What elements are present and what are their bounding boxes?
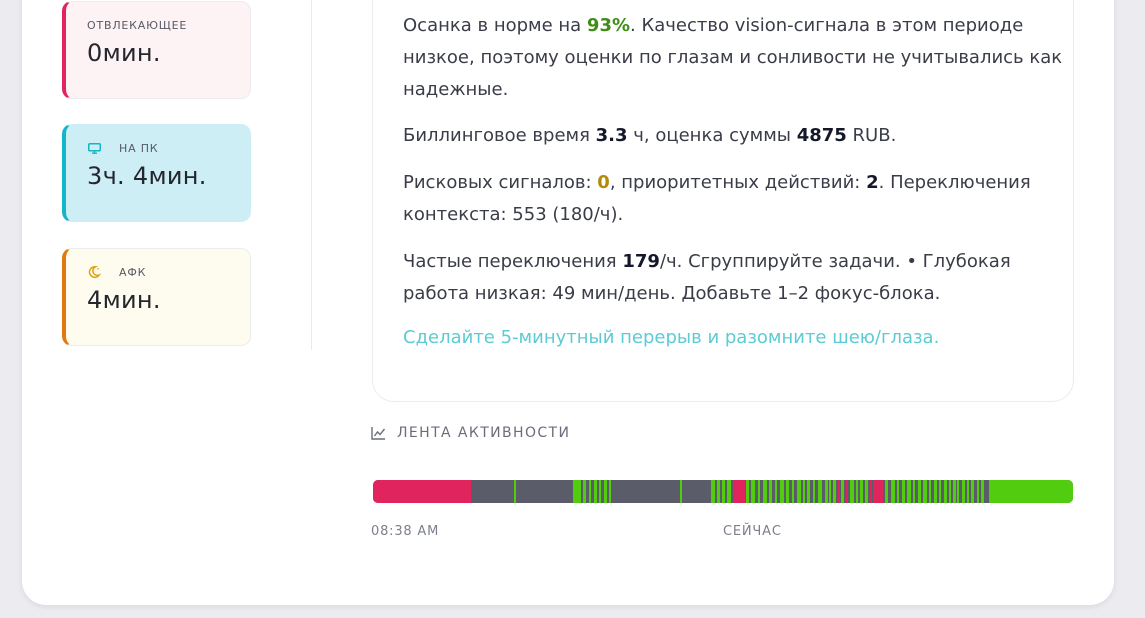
timeline-segment-productive (939, 480, 941, 503)
timeline-segment-productive (929, 480, 931, 503)
timeline-segment-productive (599, 480, 601, 503)
timeline-segment-productive (934, 480, 937, 503)
timeline-segment-productive (758, 480, 760, 503)
stat-card-distracting: Отвлекающее 0мин. (62, 1, 251, 99)
timeline-segment-distracting (873, 480, 883, 503)
timeline-segment-distracting (838, 480, 840, 503)
stat-label: Отвлекающее (87, 18, 188, 32)
timeline-segment-productive (711, 480, 715, 503)
timeline-segment-productive (780, 480, 784, 503)
timeline-segment-productive (850, 480, 854, 503)
timeline-segment-productive (949, 480, 951, 503)
timeline-segment-productive (967, 480, 969, 503)
stat-card-afk: АФК 4мин. (62, 248, 251, 346)
timeline-segment-productive (833, 480, 836, 503)
timeline-segment-productive (989, 480, 1073, 503)
timeline-start-label: 08:38 AM (371, 524, 440, 539)
priority-count: 2 (866, 172, 879, 193)
timeline-segment-productive (751, 480, 755, 503)
timeline-segment-productive (786, 480, 789, 503)
timeline-segment-productive (813, 480, 815, 503)
timeline-segment-productive (604, 480, 607, 503)
timeline-segment-productive (797, 480, 801, 503)
stat-label: На ПК (119, 141, 159, 155)
timeline-segment-productive (775, 480, 777, 503)
timeline-segment-productive (825, 480, 828, 503)
timeline-segment-productive (913, 480, 915, 503)
break-advice-link[interactable]: Сделайте 5-минутный перерыв и разомните … (403, 327, 940, 348)
timeline-segment-productive (957, 480, 959, 503)
billing-text: Биллинговое время 3.3 ч, оценка суммы 48… (403, 125, 897, 146)
moon-icon (87, 265, 101, 279)
timeline-segment-productive (962, 480, 965, 503)
timeline-segment-productive (514, 480, 516, 503)
timeline-segment-distracting (846, 480, 848, 503)
timeline-segment-productive (583, 480, 586, 503)
billing-hours: 3.3 (595, 125, 628, 146)
timeline-segment-productive (977, 480, 979, 503)
stat-value: 0мин. (87, 39, 161, 67)
timeline-segment-distracting (373, 480, 471, 503)
stat-value: 3ч. 4мин. (87, 162, 207, 190)
timeline-segment-productive (722, 480, 725, 503)
timeline-segment-productive (885, 480, 888, 503)
timeline-segment-productive (589, 480, 591, 503)
timeline-segment-distracting (870, 480, 872, 503)
timeline-segment-productive (918, 480, 921, 503)
timeline-segment-productive (944, 480, 947, 503)
switching-text: Частые переключения 179/ч. Сгруппируйте … (403, 251, 1011, 304)
timeline-now-label: Сейчас (723, 524, 782, 539)
stat-card-pc: На ПК 3ч. 4мин. (62, 124, 251, 222)
timeline-segment-productive (680, 480, 682, 503)
timeline-segment-distracting (733, 480, 735, 503)
activity-feed-title: Лента активности (371, 425, 570, 441)
timeline-segment-productive (763, 480, 767, 503)
posture-text: Осанка в норме на 93%. Качество vision-с… (403, 15, 1063, 100)
timeline-segment-productive (769, 480, 772, 503)
timeline-segment-productive (841, 480, 844, 503)
risk-text: Рисковых сигналов: 0, приоритетных дейст… (403, 172, 1031, 225)
timeline-segment-productive (829, 480, 831, 503)
timeline-segment-productive (594, 480, 597, 503)
timeline-segment-productive (902, 480, 905, 503)
timeline-segment-productive (981, 480, 984, 503)
timeline-segment-productive (907, 480, 911, 503)
posture-percent: 93% (586, 15, 631, 36)
monitor-icon (87, 141, 101, 155)
stat-label: АФК (119, 265, 147, 279)
timeline-segment-productive (792, 480, 794, 503)
risk-count: 0 (597, 172, 610, 193)
timeline-segment-productive (923, 480, 927, 503)
timeline-segment-productive (807, 480, 810, 503)
stat-value: 4мин. (87, 286, 161, 314)
timeline-segment-productive (803, 480, 805, 503)
feed-title-label: Лента активности (397, 425, 571, 441)
timeline-segment-productive (573, 480, 581, 503)
timeline-segment-productive (860, 480, 863, 503)
line-chart-icon (371, 427, 386, 440)
timeline-segment-productive (971, 480, 974, 503)
timeline-segment-productive (818, 480, 822, 503)
timeline-segment-productive (717, 480, 720, 503)
timeline-segment-productive (856, 480, 858, 503)
billing-sum: 4875 (796, 125, 847, 146)
timeline-segment-productive (897, 480, 899, 503)
timeline-segment-productive (891, 480, 895, 503)
timeline-segment-productive (865, 480, 868, 503)
sidebar-divider (311, 0, 312, 350)
timeline-segment-distracting (735, 480, 745, 503)
timeline-segment-productive (727, 480, 731, 503)
summary-panel (372, 0, 1074, 402)
timeline-segment-productive (746, 480, 749, 503)
timeline-segment-productive (953, 480, 956, 503)
activity-timeline[interactable] (373, 480, 1073, 503)
timeline-segment-productive (609, 480, 611, 503)
switch-rate: 179 (622, 251, 660, 272)
